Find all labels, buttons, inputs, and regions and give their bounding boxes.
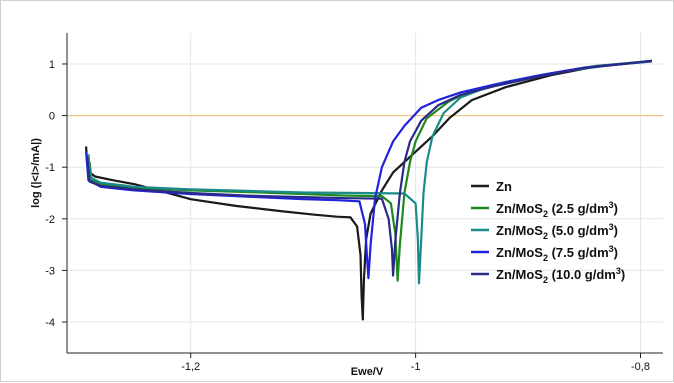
y-tick-label: -2 bbox=[45, 214, 55, 226]
y-axis-title: log (|<I>/mA|) bbox=[30, 138, 42, 208]
y-tick-label: -3 bbox=[45, 265, 55, 277]
y-tick-label: 1 bbox=[49, 59, 55, 71]
legend: Zn Zn/MoS2 (2.5 g/dm3) Zn/MoS2 (5.0 g/dm3)… bbox=[471, 179, 625, 285]
legend-label-2: Zn/MoS2 (2.5 g/dm3) bbox=[496, 200, 618, 219]
axes: -1,2 -1 -0,8 1 0 -1 -2 -3 -4 bbox=[45, 33, 663, 373]
x-tick-label: -1 bbox=[411, 361, 421, 373]
y-tick-label: -1 bbox=[45, 162, 55, 174]
series-line-1 bbox=[85, 60, 652, 321]
y-tick-label: -4 bbox=[45, 317, 55, 329]
x-tick-label: -0,8 bbox=[631, 361, 650, 373]
legend-label-4: Zn/MoS2 (7.5 g/dm3) bbox=[496, 244, 618, 263]
legend-label-3: Zn/MoS2 (5.0 g/dm3) bbox=[496, 222, 618, 241]
legend-label-1: Zn bbox=[496, 179, 512, 194]
series-layer bbox=[85, 59, 652, 321]
x-tick-label: -1,2 bbox=[181, 361, 200, 373]
series-line-5 bbox=[86, 59, 652, 277]
y-tick-label: 0 bbox=[49, 111, 55, 123]
x-axis-title: Ewe/V bbox=[351, 366, 384, 378]
legend-label-5: Zn/MoS2 (10.0 g/dm3) bbox=[496, 266, 625, 285]
